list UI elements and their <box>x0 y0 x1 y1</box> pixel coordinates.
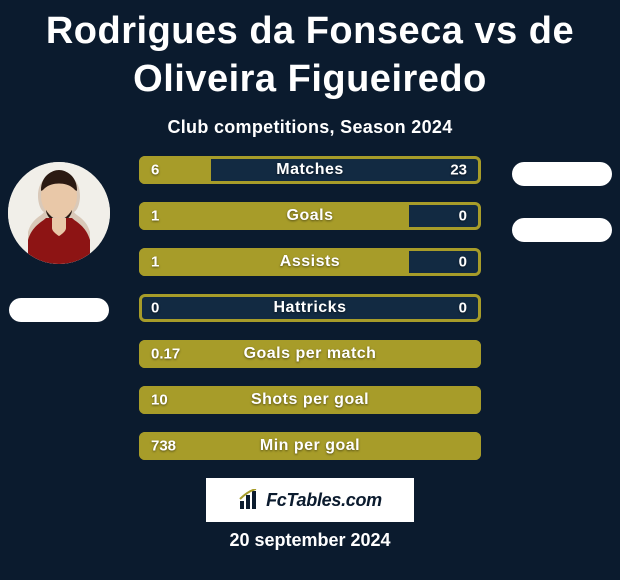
stat-label: Shots per goal <box>139 391 481 409</box>
stat-value-left: 0 <box>151 300 159 317</box>
stat-label: Min per goal <box>139 437 481 455</box>
stats-bars-container: Matches623Goals10Assists10Hattricks00Goa… <box>139 156 481 460</box>
brand-name: FcTables.com <box>266 490 382 511</box>
player-photo-icon <box>8 162 110 264</box>
stat-row: Shots per goal10 <box>139 386 481 414</box>
player-left-club-badge <box>9 298 109 322</box>
player-right-club-badge <box>512 218 612 242</box>
stat-value-left: 6 <box>151 162 159 179</box>
stat-row: Goals1 0 <box>139 202 481 230</box>
stat-value-right: 23 <box>450 162 467 179</box>
page-title: Rodrigues da Fonseca vs de Oliveira Figu… <box>0 0 620 103</box>
player-left-avatar <box>8 162 110 264</box>
bar-chart-icon <box>238 489 260 511</box>
stat-label: Hattricks <box>139 299 481 317</box>
footer-date: 20 september 2024 <box>229 530 390 551</box>
stat-label: Goals <box>139 207 481 225</box>
player-right-column <box>512 156 612 242</box>
page-subtitle: Club competitions, Season 2024 <box>0 103 620 156</box>
stat-value-left: 1 <box>151 208 159 225</box>
footer: FcTables.com 20 september 2024 <box>0 478 620 551</box>
stat-label: Matches <box>139 161 481 179</box>
stat-row: Min per goal738 <box>139 432 481 460</box>
stat-value-right: 0 <box>459 254 467 271</box>
stat-value-right: 0 <box>459 300 467 317</box>
brand-logo-box: FcTables.com <box>206 478 414 522</box>
stat-value-right: 0 <box>459 208 467 225</box>
stat-row: Goals per match0.17 <box>139 340 481 368</box>
stat-value-left: 738 <box>151 438 176 455</box>
player-right-name-badge <box>512 162 612 186</box>
stat-row: Hattricks0 0 <box>139 294 481 322</box>
comparison-area: Matches623Goals10Assists10Hattricks00Goa… <box>0 156 620 460</box>
stat-row: Assists1 0 <box>139 248 481 276</box>
stat-label: Goals per match <box>139 345 481 363</box>
stat-value-left: 10 <box>151 392 168 409</box>
stat-value-left: 1 <box>151 254 159 271</box>
stat-row: Matches6 23 <box>139 156 481 184</box>
stat-label: Assists <box>139 253 481 271</box>
stat-value-left: 0.17 <box>151 346 180 363</box>
player-left-column <box>8 156 110 322</box>
